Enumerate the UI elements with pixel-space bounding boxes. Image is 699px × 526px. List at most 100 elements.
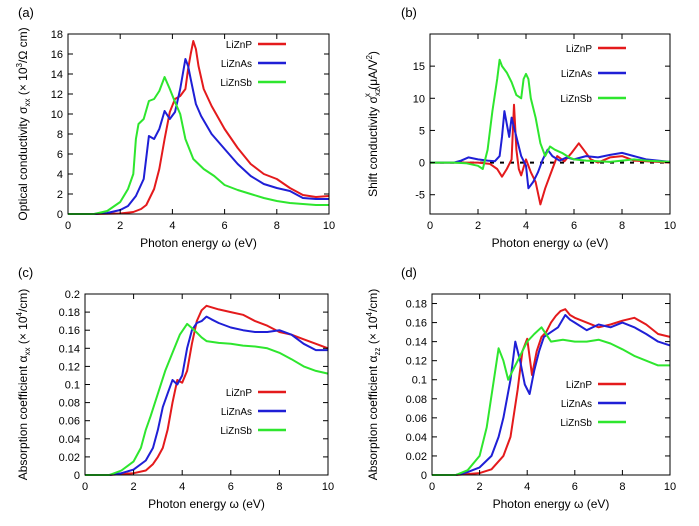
y-tick-label: 5	[419, 125, 425, 137]
x-axis-label: Photon energy ω (eV)	[493, 497, 610, 511]
legend-label-liznas: LiZnAs	[221, 59, 252, 70]
y-axis-label-part: 2	[365, 55, 374, 60]
y-axis-label-part: Optical conductivity σ	[16, 106, 30, 221]
y-tick-label: 0	[419, 158, 425, 170]
y-axis-label-part: 3	[15, 62, 24, 67]
y-tick-label: 0	[57, 209, 63, 221]
x-tick-label: 10	[322, 481, 334, 493]
x-tick-label: 2	[117, 220, 123, 232]
y-tick-label: 0.14	[59, 343, 80, 355]
y-tick-label: 18	[51, 29, 63, 41]
y-tick-label: 15	[413, 61, 425, 73]
y-tick-label: 0.04	[406, 432, 427, 444]
plot-frame	[431, 293, 671, 476]
panel-b: (b) 0 2 4 6 8 10 -5 0 5 10 15 Photon energy ω (eV) Sh…	[363, 5, 676, 250]
x-tick-label: 4	[524, 481, 530, 493]
y-axis-label-part: (× 10	[16, 67, 30, 98]
y-axis-label-part: (μA/V	[366, 60, 380, 94]
y-tick-label: 6	[57, 149, 63, 161]
y-tick-label: 0.04	[59, 434, 80, 446]
y-tick-label: 14	[51, 69, 63, 81]
y-tick-label: 0.2	[65, 289, 80, 301]
legend-label-liznsb: LiZnSb	[220, 78, 252, 89]
x-tick-label: 10	[664, 220, 676, 232]
y-tick-label: 0.06	[59, 416, 80, 428]
series-line-liznsb	[430, 58, 671, 170]
y-axis-label-part: 4	[15, 311, 24, 316]
y-tick-label: 0.12	[406, 356, 427, 368]
y-tick-label: 0	[421, 470, 427, 482]
x-tick-label: 0	[65, 220, 71, 232]
panel-a: (a) 0 2 4 6 8 10 0 2 4 6 8 10 12 14 16 18 Photon energy ω…	[15, 5, 335, 250]
legend-label-liznp: LiZnP	[566, 380, 592, 391]
legend-label-liznas: LiZnAs	[561, 399, 592, 410]
series-line-liznp	[68, 40, 330, 215]
panel-label: (a)	[18, 5, 34, 20]
series-line-liznp	[432, 308, 671, 476]
x-axis-label: Photon energy ω (eV)	[140, 236, 257, 250]
y-tick-label: 0.02	[59, 452, 80, 464]
x-tick-label: 6	[571, 220, 577, 232]
y-tick-label: 10	[413, 93, 425, 105]
series-line-liznas	[68, 58, 329, 215]
y-tick-label: 0.12	[59, 361, 80, 373]
y-tick-label: 0.1	[412, 375, 427, 387]
x-tick-label: 2	[475, 220, 481, 232]
legend-label-liznsb: LiZnSb	[220, 426, 252, 437]
y-axis-label-part: /Ω cm)	[16, 27, 30, 63]
y-axis-label-part: zz	[373, 348, 382, 356]
panel-c: (c) 0 2 4 6 8 10 0 0.02 0.04 0.06 0.08 0.1 0.12 0.14 0.…	[15, 265, 334, 511]
series-line-liznas	[432, 314, 671, 476]
legend-label-liznp: LiZnP	[566, 44, 592, 55]
y-tick-label: 0.18	[406, 299, 427, 311]
y-axis-label-part: Shift conductivity σ	[366, 96, 380, 197]
legend-label-liznp: LiZnP	[226, 388, 252, 399]
series-line-liznp	[430, 103, 671, 206]
series-line-liznas	[85, 315, 328, 476]
legend-label-liznas: LiZnAs	[221, 407, 252, 418]
legend-label-liznp: LiZnP	[226, 40, 252, 51]
y-tick-label: 0.14	[406, 337, 427, 349]
plot-frame	[429, 33, 671, 215]
panel-d: (d) 0 2 4 6 8 10 0 0.02 0.04 0.06 0.08 0.1 0.12 0.14 0.…	[365, 265, 676, 511]
x-tick-label: 8	[276, 481, 282, 493]
x-tick-label: 2	[131, 481, 137, 493]
x-tick-label: 8	[619, 481, 625, 493]
y-tick-label: 0.16	[406, 318, 427, 330]
y-tick-label: 0.16	[59, 325, 80, 337]
y-tick-label: 0	[74, 470, 80, 482]
y-axis-label-part: )	[366, 51, 380, 55]
y-tick-label: 0.08	[59, 398, 80, 410]
y-tick-label: 0.1	[65, 380, 80, 392]
y-axis-label: Optical conductivity σxx (× 103/Ω cm)	[15, 27, 32, 220]
y-tick-label: 2	[57, 189, 63, 201]
y-axis-label-part: 4	[365, 311, 374, 316]
series-line-liznp	[85, 304, 329, 476]
x-tick-label: 4	[169, 220, 175, 232]
plot-frame	[84, 293, 329, 476]
x-tick-label: 10	[664, 481, 676, 493]
y-axis-label-part: xx	[23, 348, 32, 356]
y-tick-label: 0.02	[406, 451, 427, 463]
x-tick-label: 0	[82, 481, 88, 493]
y-tick-label: 10	[51, 109, 63, 121]
series-line-liznas	[430, 110, 671, 190]
x-tick-label: 10	[323, 220, 335, 232]
y-axis-label: Absorption coefficient αzz (× 104/cm)	[365, 289, 382, 481]
legend-label-liznas: LiZnAs	[561, 69, 592, 80]
x-tick-label: 8	[274, 220, 280, 232]
x-tick-label: 6	[572, 481, 578, 493]
x-tick-label: 8	[619, 220, 625, 232]
y-axis-label-part: (× 10	[16, 316, 30, 347]
series-line-liznsb	[68, 76, 329, 215]
y-axis-label-part: /cm)	[16, 289, 30, 312]
y-axis-label-part: xx	[23, 99, 32, 107]
x-tick-label: 2	[477, 481, 483, 493]
x-axis-label: Photon energy ω (eV)	[492, 236, 609, 250]
panel-label: (c)	[18, 265, 33, 280]
y-tick-label: 4	[57, 169, 63, 181]
y-axis-label-part: (× 10	[366, 316, 380, 347]
series-line-liznsb	[85, 322, 329, 476]
x-tick-label: 4	[523, 220, 529, 232]
